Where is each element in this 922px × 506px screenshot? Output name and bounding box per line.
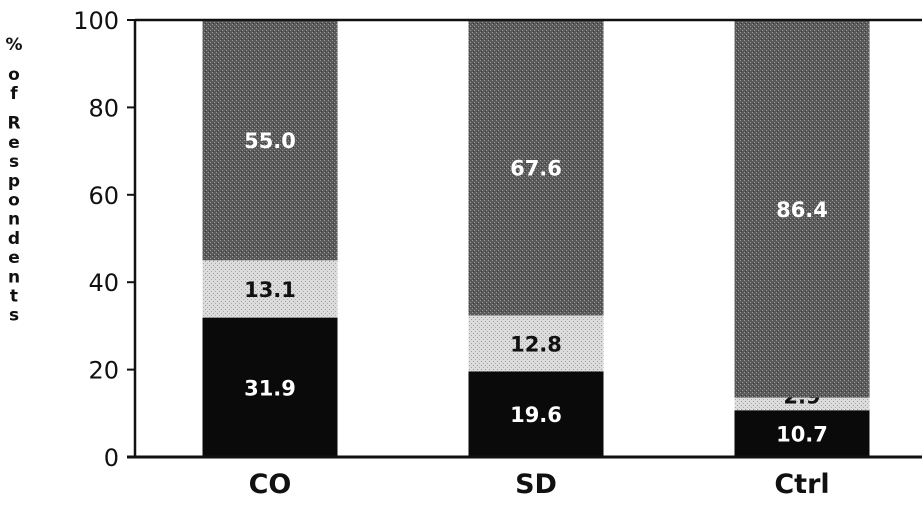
y-axis-title-char: f xyxy=(10,84,18,104)
y-axis-ticks: 0 20 40 60 80 100 xyxy=(73,7,135,472)
y-axis-title-char: d xyxy=(8,229,20,249)
data-label: 86.4 xyxy=(776,198,828,222)
bar-segment-sd-0 xyxy=(468,371,604,457)
y-tick-label: 40 xyxy=(88,269,119,297)
bar-segment-sd-1 xyxy=(468,315,604,372)
bar-segment-ctrl-2 xyxy=(734,20,870,398)
data-label: 13.1 xyxy=(244,278,296,302)
bars: 31.913.155.019.612.867.610.72.986.4 xyxy=(202,20,870,457)
data-label: 10.7 xyxy=(776,423,828,447)
y-axis-title-char: o xyxy=(8,191,20,211)
y-axis-title-char: s xyxy=(9,306,19,326)
y-axis-title-char: e xyxy=(8,248,20,268)
data-label: 19.6 xyxy=(510,403,562,427)
axes xyxy=(127,18,922,459)
y-axis-title-char: t xyxy=(10,287,18,307)
y-axis-title-char: e xyxy=(8,133,20,153)
x-axis-category-labels: CO SD Ctrl xyxy=(249,469,830,500)
y-axis-title-char: R xyxy=(7,114,20,134)
y-tick-label: 0 xyxy=(104,444,119,472)
y-axis-title-char: o xyxy=(8,65,20,85)
x-category-label: Ctrl xyxy=(774,469,829,500)
y-tick-label: 80 xyxy=(88,94,119,122)
y-axis-title-char: n xyxy=(8,210,20,230)
bar-segment-co-1 xyxy=(202,260,338,318)
y-tick-label: 100 xyxy=(73,7,119,35)
data-label: 55.0 xyxy=(244,129,296,153)
y-axis-title-char: s xyxy=(9,152,19,172)
x-category-label: SD xyxy=(515,469,557,500)
y-tick-label: 20 xyxy=(88,357,119,385)
y-tick-label: 60 xyxy=(88,182,119,210)
x-category-label: CO xyxy=(249,469,292,500)
data-label: 12.8 xyxy=(510,332,562,356)
bar-segment-sd-2 xyxy=(468,20,604,316)
y-axis-title-char: p xyxy=(8,171,20,191)
bar-segment-co-0 xyxy=(202,317,338,457)
data-label: 31.9 xyxy=(244,376,296,400)
bar-segment-ctrl-1 xyxy=(734,397,870,411)
y-axis-title-char: n xyxy=(8,267,20,287)
y-axis-title-char: % xyxy=(5,35,22,55)
bar-segment-ctrl-0 xyxy=(734,410,870,457)
bar-segment-co-2 xyxy=(202,20,338,261)
data-label: 67.6 xyxy=(510,157,562,181)
